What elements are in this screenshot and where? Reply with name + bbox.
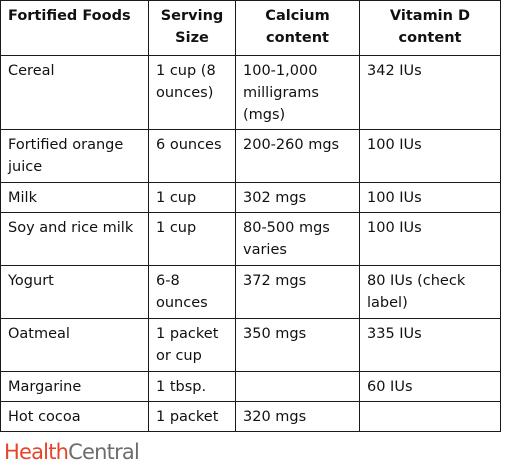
cell-calcium: 80-500 mgs varies xyxy=(235,212,360,266)
cell-food: Margarine xyxy=(0,371,149,402)
header-calcium-content: Calcium content xyxy=(235,0,360,56)
cell-serving: 6-8 ounces xyxy=(148,265,236,319)
table-row: Hot cocoa 1 packet 320 mgs xyxy=(0,401,501,432)
cell-calcium xyxy=(235,371,360,402)
header-fortified-foods: Fortified Foods xyxy=(0,0,149,56)
cell-food: Oatmeal xyxy=(0,318,149,372)
cell-vitamin-d: 80 IUs (check label) xyxy=(359,265,501,319)
table-row: Margarine 1 tbsp. 60 IUs xyxy=(0,371,501,402)
cell-vitamin-d xyxy=(359,401,501,432)
cell-vitamin-d: 100 IUs xyxy=(359,129,501,183)
cell-calcium: 372 mgs xyxy=(235,265,360,319)
cell-serving: 6 ounces xyxy=(148,129,236,183)
cell-food: Soy and rice milk xyxy=(0,212,149,266)
table-row: Soy and rice milk 1 cup 80-500 mgs varie… xyxy=(0,212,501,266)
cell-calcium: 320 mgs xyxy=(235,401,360,432)
table-row: Oatmeal 1 packet or cup 350 mgs 335 IUs xyxy=(0,318,501,372)
cell-serving: 1 packet or cup xyxy=(148,318,236,372)
cell-serving: 1 cup xyxy=(148,182,236,213)
header-vitamin-d-content: Vitamin D content xyxy=(359,0,501,56)
table-row: Fortified orange juice 6 ounces 200-260 … xyxy=(0,129,501,183)
cell-vitamin-d: 100 IUs xyxy=(359,212,501,266)
cell-food: Hot cocoa xyxy=(0,401,149,432)
cell-calcium: 350 mgs xyxy=(235,318,360,372)
cell-calcium: 200-260 mgs xyxy=(235,129,360,183)
cell-serving: 1 tbsp. xyxy=(148,371,236,402)
cell-vitamin-d: 335 IUs xyxy=(359,318,501,372)
table-header-row: Fortified Foods Serving Size Calcium con… xyxy=(0,0,501,56)
logo-health-text: Health xyxy=(4,440,69,464)
cell-food: Yogurt xyxy=(0,265,149,319)
cell-vitamin-d: 60 IUs xyxy=(359,371,501,402)
healthcentral-logo: HealthCentral xyxy=(4,440,140,464)
logo-central-text: Central xyxy=(68,440,140,464)
cell-food: Cereal xyxy=(0,55,149,130)
nutrition-table-container: Fortified Foods Serving Size Calcium con… xyxy=(0,0,501,432)
table-row: Cereal 1 cup (8 ounces) 100-1,000 millig… xyxy=(0,55,501,130)
cell-vitamin-d: 100 IUs xyxy=(359,182,501,213)
table-row: Yogurt 6-8 ounces 372 mgs 80 IUs (check … xyxy=(0,265,501,319)
table-row: Milk 1 cup 302 mgs 100 IUs xyxy=(0,182,501,213)
cell-vitamin-d: 342 IUs xyxy=(359,55,501,130)
cell-food: Fortified orange juice xyxy=(0,129,149,183)
header-serving-size: Serving Size xyxy=(148,0,236,56)
fortified-foods-table: Fortified Foods Serving Size Calcium con… xyxy=(0,0,501,432)
cell-serving: 1 cup xyxy=(148,212,236,266)
cell-calcium: 100-1,000 milligrams (mgs) xyxy=(235,55,360,130)
cell-food: Milk xyxy=(0,182,149,213)
cell-serving: 1 packet xyxy=(148,401,236,432)
cell-calcium: 302 mgs xyxy=(235,182,360,213)
cell-serving: 1 cup (8 ounces) xyxy=(148,55,236,130)
